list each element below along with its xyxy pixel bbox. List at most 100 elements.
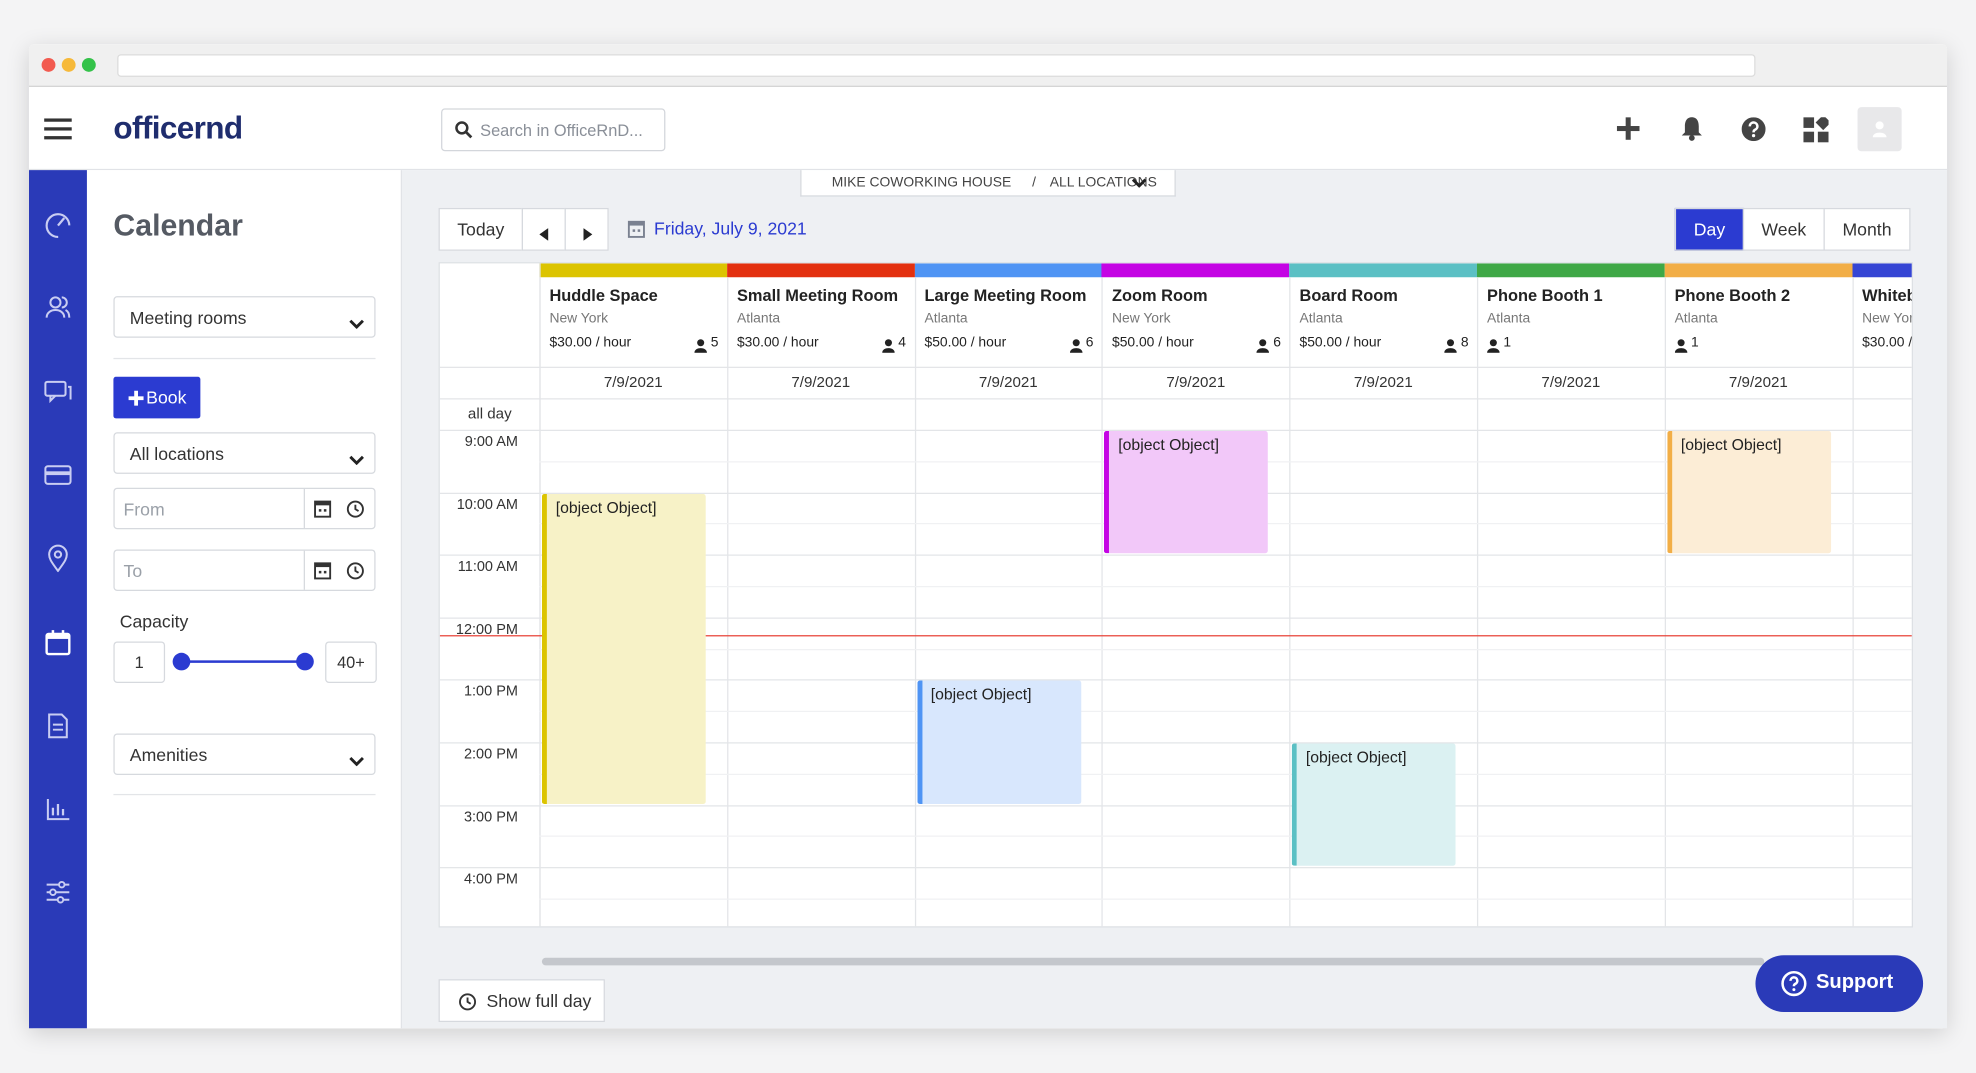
hour-label: 10:00 AM	[456, 497, 518, 513]
calendar-icon[interactable]	[314, 561, 332, 580]
add-icon[interactable]	[1616, 117, 1640, 140]
input-divider	[303, 550, 305, 590]
address-bar[interactable]	[117, 54, 1756, 77]
hour-label: 11:00 AM	[457, 559, 518, 575]
calendar-grid: Huddle Space New York $30.00 / hour 5 7/9/20…	[438, 262, 1913, 928]
from-input[interactable]: From	[113, 487, 376, 530]
column-line	[1851, 277, 1854, 927]
header-line	[439, 366, 1912, 368]
support-label: Support	[1815, 971, 1894, 994]
column-line	[726, 277, 729, 927]
breadcrumb[interactable]: MIKE COWORKING HOUSE / ALL LOCATIONS	[800, 170, 1176, 197]
event-block[interactable]: [object Object]	[1104, 430, 1269, 554]
hour-line	[439, 617, 1912, 619]
resource-color-bar	[914, 263, 1103, 278]
resource-name: Huddle Space	[549, 286, 658, 305]
resource-type-dropdown[interactable]: Meeting rooms	[113, 296, 376, 338]
help-icon[interactable]	[1741, 117, 1766, 142]
capacity-max-input[interactable]: 40+	[325, 641, 377, 684]
apps-icon[interactable]	[1803, 114, 1831, 143]
person-icon	[881, 336, 895, 353]
resource-capacity: 1	[1690, 335, 1699, 351]
event-block[interactable]: [object Object]	[1291, 743, 1456, 867]
next-button[interactable]	[564, 207, 609, 251]
from-input-placeholder: From	[123, 499, 165, 520]
hour-line	[439, 554, 1912, 556]
nav-icon[interactable]	[44, 544, 72, 573]
nav-icon[interactable]	[44, 879, 72, 907]
resource-header[interactable]: Board Room Atlanta $50.00 / hour 8	[1289, 277, 1477, 366]
clock-icon[interactable]	[346, 562, 365, 580]
nav-icon[interactable]	[44, 294, 72, 322]
logo[interactable]: officernd	[113, 110, 243, 147]
column-date: 7/9/2021	[978, 373, 1038, 391]
today-button[interactable]: Today	[438, 207, 523, 251]
app: officernd Search in OfficeRnD... Calendar M…	[28, 86, 1948, 1029]
half-hour-line	[539, 836, 1912, 838]
resource-capacity: 4	[898, 335, 906, 351]
chevron-icon	[349, 313, 364, 330]
menu-icon[interactable]	[44, 117, 72, 140]
nav-icon[interactable]	[44, 628, 72, 656]
support-button[interactable]: Support	[1755, 955, 1924, 1012]
to-input[interactable]: To	[113, 549, 376, 592]
half-hour-line	[539, 648, 1912, 650]
nav-icon[interactable]	[44, 378, 72, 406]
view-button[interactable]: Month	[1823, 207, 1911, 251]
slider-handle-min[interactable]	[172, 652, 191, 671]
resource-price: $30.00 /	[1862, 335, 1913, 351]
resource-location: Atlanta	[1487, 311, 1531, 327]
nav-icon[interactable]	[44, 795, 72, 823]
view-button[interactable]: Week	[1742, 207, 1825, 251]
event-block[interactable]: [object Object]	[541, 493, 706, 804]
half-hour-line	[539, 710, 1912, 713]
nav-icon[interactable]	[44, 210, 72, 238]
resource-header[interactable]: Phone Booth 2 Atlanta 1	[1664, 277, 1852, 366]
resource-header[interactable]: Large Meeting Room Atlanta $50.00 / hour 6	[914, 277, 1102, 366]
resource-price: $50.00 / hour	[1111, 335, 1194, 351]
current-date[interactable]: Friday, July 9, 2021	[654, 218, 807, 239]
resource-name: Small Meeting Room	[736, 286, 899, 305]
notifications-icon[interactable]	[1680, 116, 1704, 141]
resource-header[interactable]: Huddle Space New York $30.00 / hour 5	[539, 277, 727, 366]
maximize-dot[interactable]	[81, 57, 96, 72]
date-picker-icon[interactable]	[627, 219, 646, 238]
half-hour-line	[539, 898, 1912, 900]
amenities-dropdown[interactable]: Amenities	[113, 733, 376, 776]
close-dot[interactable]	[41, 57, 56, 72]
clock-icon[interactable]	[346, 500, 365, 518]
minimize-dot[interactable]	[61, 57, 76, 72]
resource-header[interactable]: Small Meeting Room Atlanta $30.00 / hour 4	[727, 277, 915, 366]
resource-location: New Yor	[1862, 311, 1913, 327]
slider-handle-max[interactable]	[296, 652, 314, 671]
capacity-min-input[interactable]: 1	[113, 641, 166, 684]
search-box[interactable]: Search in OfficeRnD...	[441, 108, 666, 152]
resource-header[interactable]: Zoom Room New York $50.00 / hour 6	[1102, 277, 1290, 366]
column-line	[914, 277, 916, 927]
divider	[113, 357, 376, 360]
horizontal-scrollbar[interactable]	[541, 957, 1765, 966]
avatar[interactable]	[1857, 107, 1902, 152]
view-button[interactable]: Day	[1674, 207, 1745, 251]
location-dropdown[interactable]: All locations	[113, 432, 376, 474]
clock-icon	[459, 993, 477, 1011]
nav-icon[interactable]	[44, 712, 72, 740]
calendar-icon[interactable]	[314, 499, 332, 518]
event-block[interactable]: [object Object]	[916, 681, 1081, 804]
book-button[interactable]: Book	[113, 376, 201, 419]
resource-price: $50.00 / hour	[924, 335, 1007, 351]
show-full-day-button[interactable]: Show full day	[438, 979, 605, 1023]
resource-header[interactable]: Phone Booth 1 Atlanta 1	[1477, 277, 1665, 366]
event-block[interactable]: [object Object]	[1667, 430, 1831, 554]
person-icon	[1444, 336, 1458, 353]
resource-location: Atlanta	[924, 311, 968, 327]
nav-icon[interactable]	[44, 461, 72, 489]
column-date: 7/9/2021	[1166, 373, 1226, 391]
resource-header[interactable]: Whiteb New Yor $30.00 /	[1852, 277, 1913, 366]
previous-button[interactable]	[521, 207, 566, 251]
person-icon	[1674, 336, 1688, 353]
book-label: Book	[146, 386, 187, 408]
hour-label: 4:00 PM	[463, 872, 518, 888]
resource-location: New York	[549, 311, 609, 327]
main-area: MIKE COWORKING HOUSE / ALL LOCATIONS Today F…	[402, 170, 1948, 1029]
